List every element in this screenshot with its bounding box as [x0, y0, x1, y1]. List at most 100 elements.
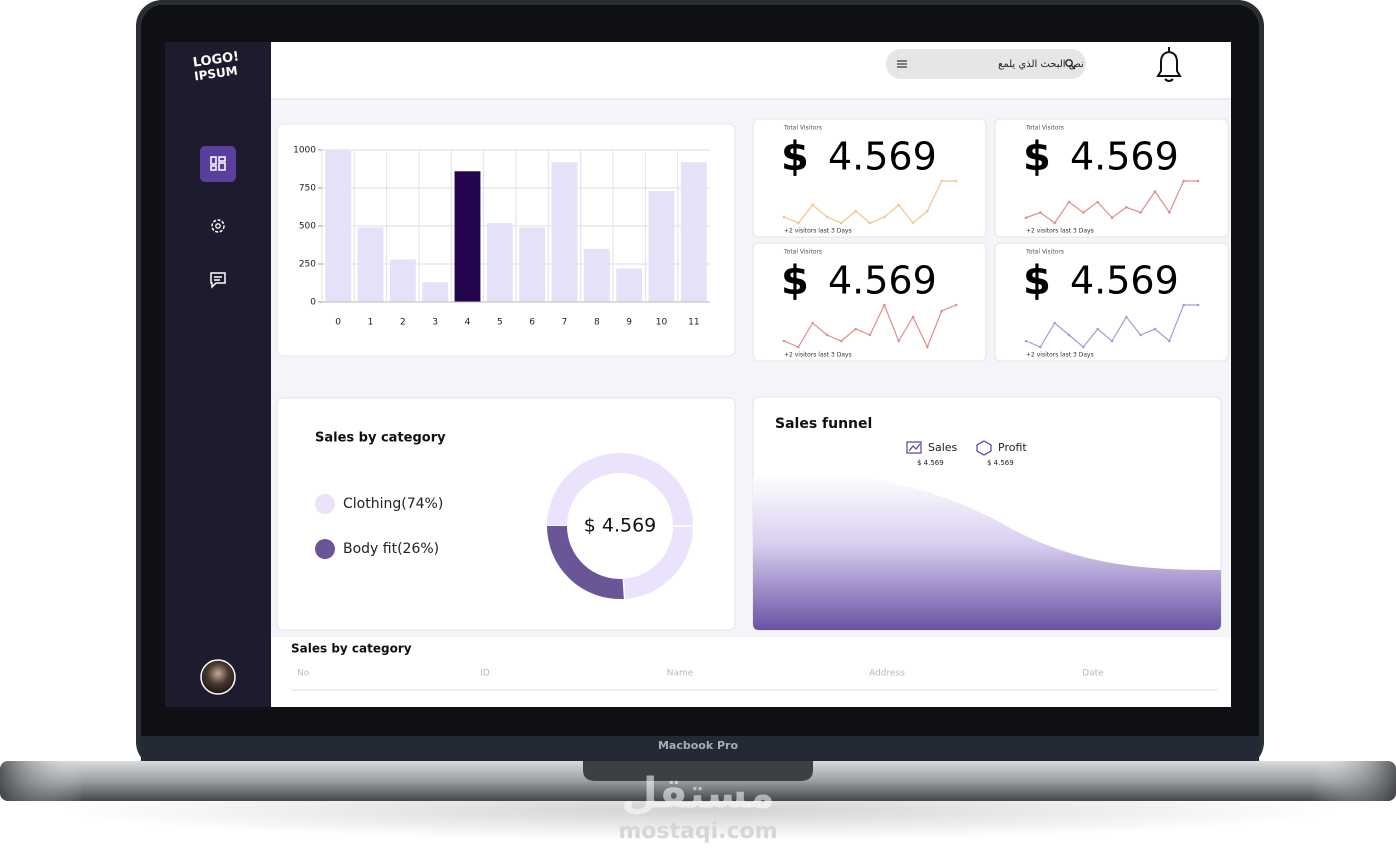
sparkline-point [1024, 216, 1028, 220]
sparkline-point [1067, 200, 1071, 204]
stat-label: Total Visitors [783, 125, 822, 132]
sparkline-point [1067, 333, 1071, 337]
y-tick-label: 750 [299, 184, 316, 194]
profit-icon [976, 440, 992, 456]
watermark-site: mostaqi.com [618, 819, 777, 844]
bar [551, 162, 578, 302]
sparkline-point [782, 339, 786, 343]
bar [680, 162, 707, 302]
sparkline-point [911, 221, 915, 225]
legend-label: Sales [928, 441, 958, 454]
logo: IPSUM [193, 64, 238, 84]
sparkline-point [825, 333, 829, 337]
stat-footnote: +2 visitors last 3 Days [1026, 352, 1094, 359]
stat-footnote: +2 visitors last 3 Days [784, 352, 852, 359]
sparkline-point [940, 179, 943, 183]
bell-icon[interactable] [1156, 47, 1182, 82]
x-tick-label: 7 [562, 318, 568, 328]
column-header: ID [480, 669, 490, 679]
donut-segment [547, 525, 625, 599]
segment-gap [622, 578, 626, 599]
sparkline-point [954, 303, 958, 307]
sparkline-point [926, 345, 929, 349]
column-header: No [297, 669, 310, 679]
stat-currency: $ [1023, 258, 1051, 304]
stat-footnote: +2 visitors last 3 Days [784, 228, 852, 235]
watermark-arabic: مستقل [621, 769, 775, 818]
nav-messages[interactable] [210, 272, 226, 289]
bar [519, 227, 546, 302]
sparkline-point [1168, 339, 1171, 343]
sparkline-point [1153, 190, 1157, 193]
sparkline-point [1053, 321, 1056, 325]
donut-center: $ 4.569 [584, 515, 657, 537]
sparkline-point [868, 221, 872, 225]
sparkline-point [911, 315, 915, 319]
column-header: Address [869, 669, 905, 679]
y-tick-label: 0 [310, 298, 316, 308]
stat-label: Total Visitors [1025, 249, 1064, 256]
stat-label: Total Visitors [783, 249, 822, 256]
bar [486, 222, 513, 302]
sparkline-point [1024, 339, 1028, 343]
nav-dashboard[interactable] [200, 146, 236, 182]
x-tick-label: 0 [335, 318, 341, 328]
x-tick-label: 10 [656, 318, 668, 328]
donut-title: Sales by category [315, 431, 446, 446]
column-header: Date [1082, 669, 1104, 679]
sparkline-point [840, 339, 843, 343]
x-tick-label: 1 [368, 318, 374, 328]
table-panel [271, 637, 1231, 707]
sparkline-point [782, 215, 786, 219]
stat-card [752, 242, 987, 362]
bar [583, 248, 610, 302]
bar [616, 268, 643, 302]
logo: LOGO! [192, 49, 240, 70]
menu-icon [897, 60, 907, 68]
sparkline-point [797, 221, 800, 225]
sparkline-point [1082, 345, 1085, 349]
column-header: Name [667, 669, 694, 679]
sparkline-point [897, 203, 900, 207]
stat-footnote: +2 visitors last 3 Days [1026, 228, 1094, 235]
sidebar [165, 42, 271, 707]
search-box[interactable] [886, 49, 1086, 79]
sparkline-point [926, 209, 929, 213]
sparkline-point [1039, 345, 1042, 349]
bar [325, 150, 352, 302]
sparkline-point [940, 309, 943, 313]
bar [389, 259, 416, 302]
sparkline-point [1125, 205, 1128, 209]
sparkline-point [1053, 221, 1056, 225]
funnel-area [753, 473, 1221, 630]
device-model: Macbook Pro [658, 739, 739, 752]
funnel-title: Sales funnel [775, 416, 872, 432]
sparkline-point [954, 179, 958, 183]
avatar[interactable] [200, 659, 236, 695]
donut-segment [547, 453, 693, 599]
sparkline-point [1096, 327, 1099, 331]
sparkline-point [1139, 333, 1142, 337]
x-tick-label: 9 [626, 318, 632, 328]
search-placeholder: نص البحث الذي يلمع [998, 59, 1084, 70]
stat-value: 4.569 [828, 259, 937, 303]
y-tick-label: 500 [299, 222, 316, 232]
top-bar [271, 42, 1231, 99]
sparkline-point [1110, 339, 1114, 343]
bar [648, 191, 675, 302]
stat-value: 4.569 [828, 135, 937, 179]
sparkline-point [1182, 179, 1185, 183]
stat-currency: $ [1023, 134, 1051, 180]
sparkline-point [1110, 216, 1114, 220]
x-tick-label: 11 [688, 318, 699, 328]
x-tick-label: 5 [497, 318, 503, 328]
sparkline-point [1139, 211, 1142, 214]
nav-settings[interactable] [211, 219, 225, 233]
legend-label: Clothing(74%) [343, 496, 443, 512]
sparkline-point [1039, 211, 1042, 214]
bar [454, 171, 481, 302]
y-tick-label: 1000 [293, 146, 316, 156]
stat-label: Total Visitors [1025, 125, 1064, 132]
sparkline-point [1196, 179, 1200, 183]
